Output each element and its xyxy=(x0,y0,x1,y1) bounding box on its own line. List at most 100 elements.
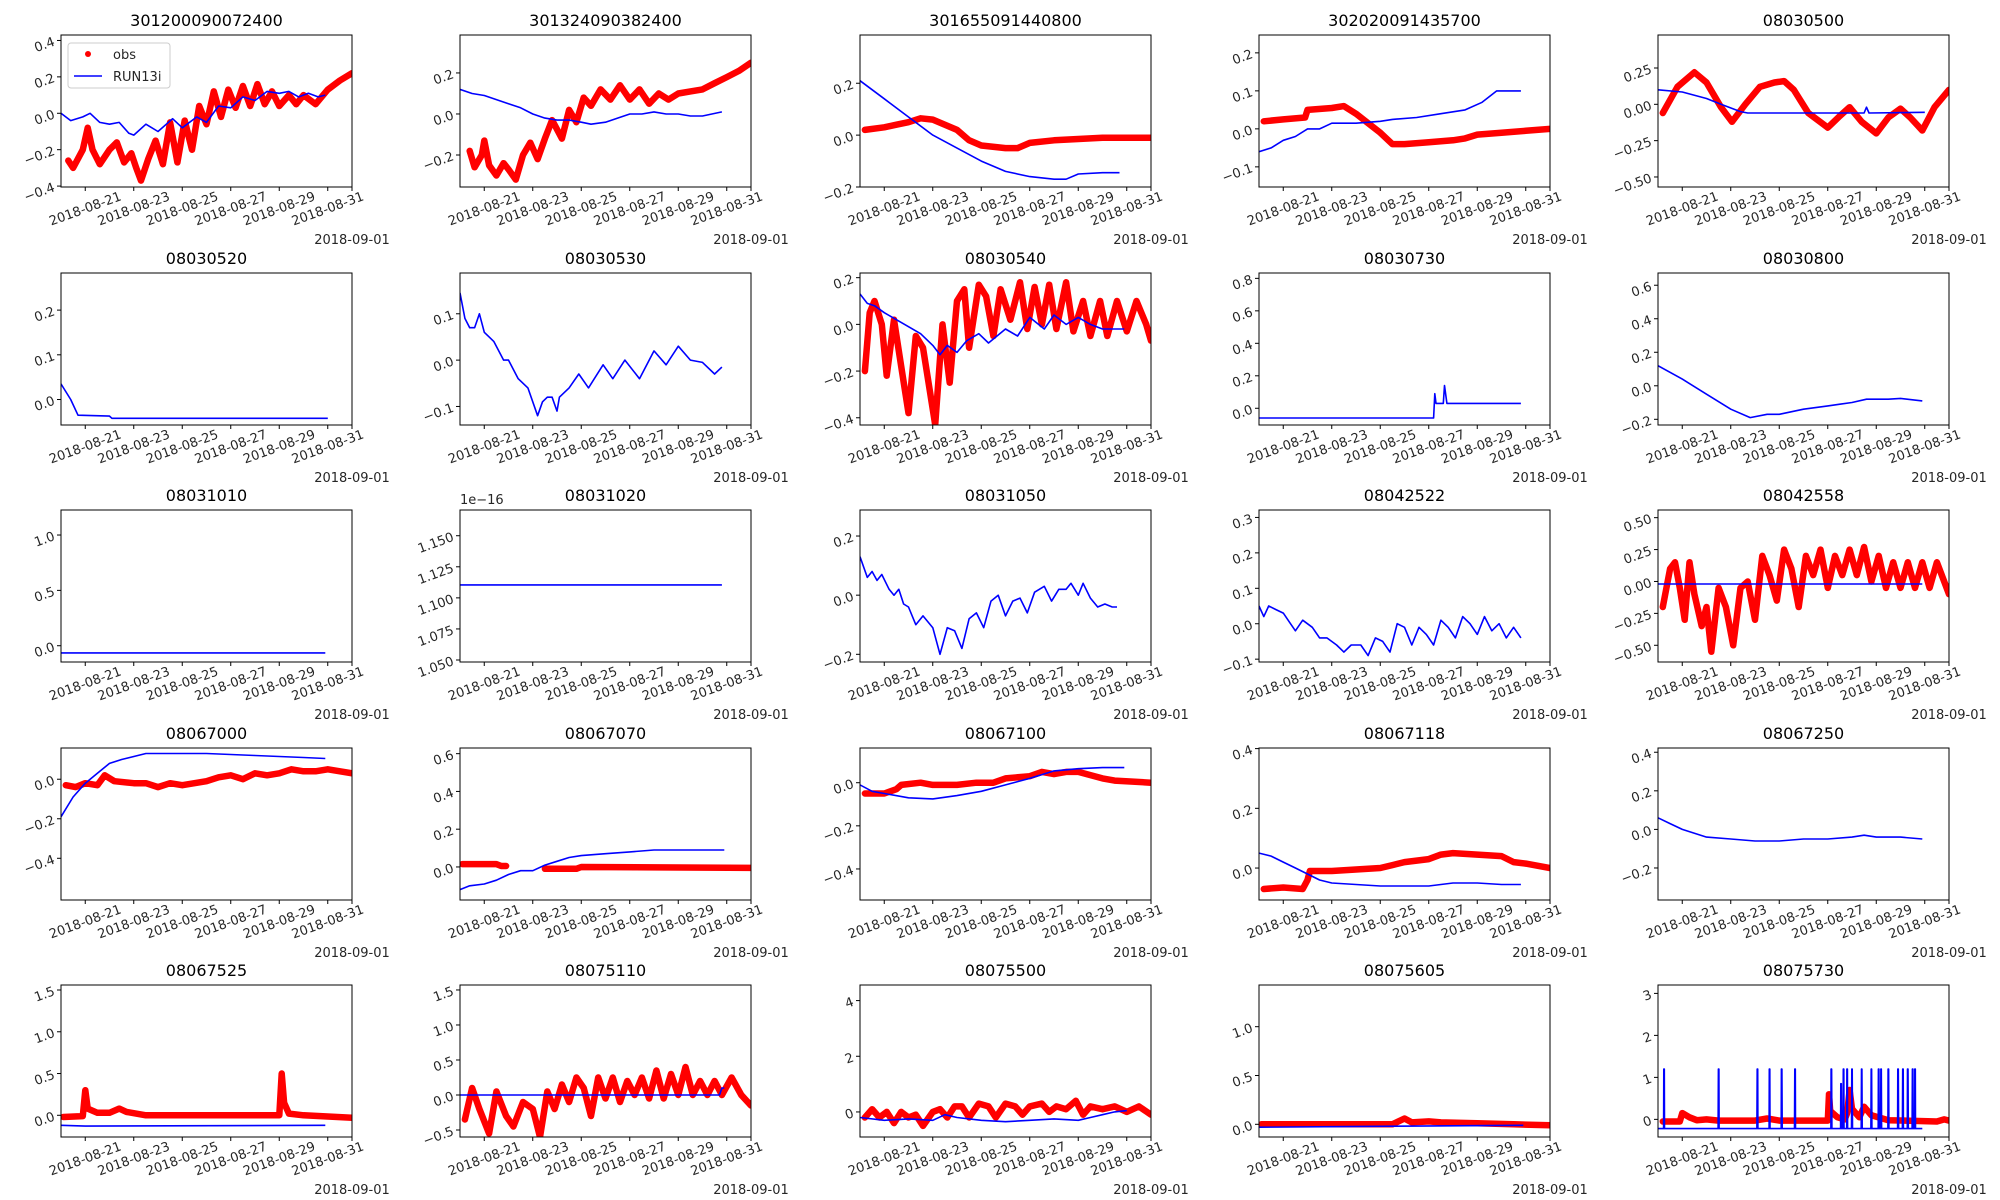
subplot-title: 08030530 xyxy=(565,249,646,268)
y-tick-label: 0.0 xyxy=(33,394,58,415)
model-series-RUN13i xyxy=(61,752,326,818)
x-tick-label: 2018-09-01 xyxy=(314,471,390,486)
y-tick-label: 0.2 xyxy=(832,78,857,99)
obs-series xyxy=(1260,102,1550,148)
obs-series xyxy=(461,1063,751,1137)
subplot-title: 08030520 xyxy=(166,249,247,268)
y-tick-label: 0.50 xyxy=(1622,512,1654,536)
x-tick-label: 2018-09-01 xyxy=(1512,471,1588,486)
model-series-RUN13i xyxy=(460,1087,725,1096)
y-tick-label: 0.6 xyxy=(432,748,457,769)
x-tick-label: 2018-09-01 xyxy=(1911,471,1987,486)
plot-area xyxy=(460,1063,751,1137)
y-tick-label: 0.00 xyxy=(1622,576,1654,600)
y-tick-label: 0.2 xyxy=(33,304,58,325)
model-series-RUN13i xyxy=(61,90,326,136)
axes-frame xyxy=(459,747,752,901)
plot-area xyxy=(860,80,1151,180)
subplot-title: 08030730 xyxy=(1364,249,1445,268)
y-tick-label: 0.4 xyxy=(1630,747,1655,768)
subplot-title: 08075730 xyxy=(1763,961,1844,980)
plot-area xyxy=(61,1070,352,1127)
subplot-301200090072400: 3012000900724002018-08-212018-08-232018-… xyxy=(22,11,390,248)
model-series-RUN13i xyxy=(860,1109,1127,1123)
legend-obs-marker xyxy=(85,51,91,57)
y-tick-label: 0.0 xyxy=(1231,862,1256,883)
plot-area xyxy=(1259,1115,1550,1129)
x-tick-label: 2018-09-01 xyxy=(713,471,789,486)
obs-series xyxy=(1659,1086,1949,1125)
y-tick-label: 0.0 xyxy=(33,640,58,661)
subplot-08067525: 080675252018-08-212018-08-232018-08-2520… xyxy=(33,961,390,1198)
subplot-title: 08042558 xyxy=(1763,486,1844,505)
subplot-title: 08075500 xyxy=(965,961,1046,980)
subplot-301655091440800: 3016550914408002018-08-212018-08-232018-… xyxy=(821,11,1189,248)
subplot-title: 08067100 xyxy=(965,724,1046,743)
y-tick-label: −0.25 xyxy=(1612,608,1655,636)
x-tick-label: 2018-09-01 xyxy=(1911,946,1987,961)
x-tick-label: 2018-09-01 xyxy=(1512,708,1588,723)
y-tick-label: 0.4 xyxy=(1231,338,1256,359)
legend-label-RUN13i: RUN13i xyxy=(113,70,161,85)
x-tick-label: 2018-09-01 xyxy=(314,1183,390,1198)
x-tick-label: 2018-09-01 xyxy=(713,1183,789,1198)
plot-area xyxy=(1658,543,1949,655)
y-tick-label: 0.8 xyxy=(1231,273,1256,294)
x-tick-label: 2018-09-01 xyxy=(1113,708,1189,723)
y-tick-label: 1.0 xyxy=(432,1019,457,1040)
plot-area xyxy=(1658,364,1923,419)
y-tick-label: −0.4 xyxy=(22,853,57,878)
y-tick-label: 0.2 xyxy=(1231,370,1256,391)
y-tick-label: 1 xyxy=(1641,1072,1654,1089)
subplot-title: 08030800 xyxy=(1763,249,1844,268)
subplot-08042558: 080425582018-08-212018-08-232018-08-2520… xyxy=(1612,486,1987,723)
y-tick-label: 0.5 xyxy=(33,585,58,606)
obs-series xyxy=(460,860,510,870)
axis-offset-text: 1e−16 xyxy=(460,493,504,508)
y-tick-label: 0.0 xyxy=(832,777,857,798)
subplot-08031010: 080310102018-08-212018-08-232018-08-2520… xyxy=(33,486,390,723)
plot-area xyxy=(1259,90,1550,153)
y-tick-label: 0.1 xyxy=(432,308,457,329)
subplot-title: 08075605 xyxy=(1364,961,1445,980)
x-tick-label: 2018-09-01 xyxy=(1911,233,1987,248)
y-tick-label: 0.0 xyxy=(33,108,58,129)
model-series-RUN13i xyxy=(860,293,1125,356)
y-tick-label: 0.2 xyxy=(832,272,857,293)
y-tick-label: 0.0 xyxy=(432,354,457,375)
model-series-RUN13i xyxy=(61,383,328,420)
y-tick-label: 0.4 xyxy=(1231,743,1256,764)
y-tick-label: 0.0 xyxy=(1231,403,1256,424)
y-tick-label: −0.4 xyxy=(821,412,856,437)
y-tick-label: 0.0 xyxy=(832,319,857,340)
y-tick-label: 0.4 xyxy=(1630,313,1655,334)
axes-frame xyxy=(1657,984,1950,1138)
subplot-08075110: 080751102018-08-212018-08-232018-08-2520… xyxy=(421,961,789,1198)
axes-frame xyxy=(1657,509,1950,663)
legend-label-obs: obs xyxy=(113,48,136,63)
axes-frame xyxy=(1657,34,1950,188)
y-tick-label: −0.2 xyxy=(421,149,456,174)
plot-area xyxy=(860,556,1117,656)
model-series-RUN13i xyxy=(1259,605,1522,657)
x-tick-label: 2018-09-01 xyxy=(314,233,390,248)
y-tick-label: −0.2 xyxy=(1619,414,1654,439)
subplot-title: 08030500 xyxy=(1763,11,1844,30)
y-tick-label: 1.0 xyxy=(33,529,58,550)
x-tick-label: 2018-09-01 xyxy=(713,708,789,723)
y-tick-label: 2 xyxy=(1641,1030,1654,1047)
axes-frame xyxy=(60,984,353,1138)
subplot-08075605: 080756052018-08-212018-08-232018-08-2520… xyxy=(1231,961,1588,1198)
axes-frame xyxy=(1258,272,1551,426)
plot-area xyxy=(1259,849,1550,893)
subplot-title: 08067070 xyxy=(565,724,646,743)
plot-area xyxy=(1658,817,1923,842)
y-tick-label: 0.0 xyxy=(832,590,857,611)
plot-area xyxy=(1658,69,1949,137)
y-tick-label: 0.00 xyxy=(1622,99,1654,123)
model-series-RUN13i xyxy=(1259,852,1521,887)
model-series-RUN13i xyxy=(860,556,1117,656)
plot-area xyxy=(860,279,1151,425)
axes-frame xyxy=(1258,747,1551,901)
subplot-301324090382400: 3013240903824002018-08-212018-08-232018-… xyxy=(421,11,789,248)
